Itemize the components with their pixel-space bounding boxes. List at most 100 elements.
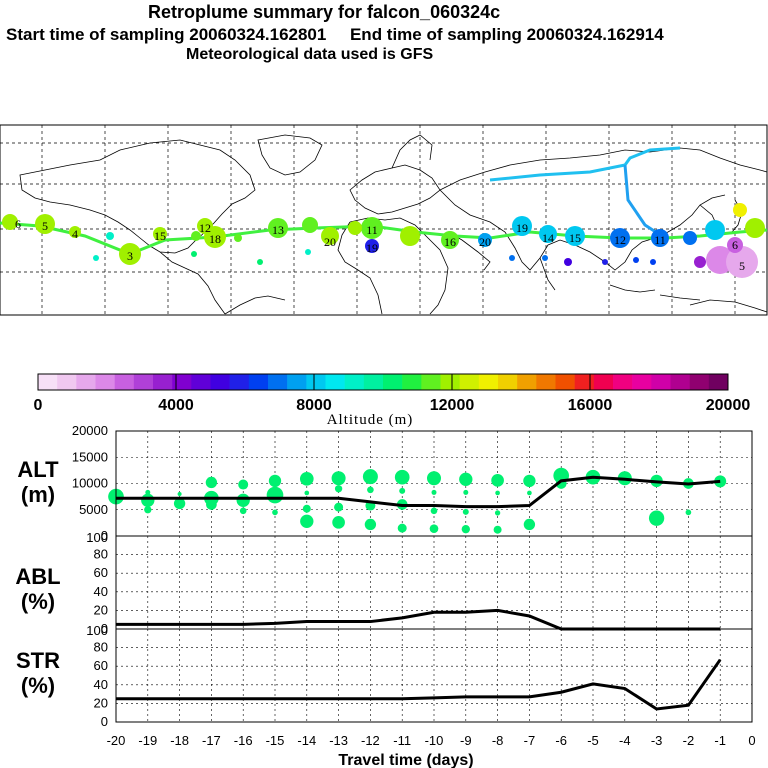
scatter-point — [364, 518, 377, 531]
scatter-point — [205, 476, 218, 489]
plume-marker — [191, 231, 201, 241]
plume-marker — [602, 259, 608, 265]
scatter-point — [648, 510, 665, 526]
colorbar-cell — [95, 374, 115, 390]
plume-marker — [268, 218, 288, 238]
colorbar-cell — [421, 374, 441, 390]
colorbar-cell — [689, 374, 710, 390]
scatter-point — [427, 471, 441, 486]
scatter-point — [462, 508, 469, 515]
chart-title: Retroplume summary for falcon_060324c — [148, 2, 501, 22]
panel-ylabel-name: ALT — [17, 457, 59, 482]
plume-marker — [542, 255, 548, 261]
colorbar-cell — [38, 374, 58, 390]
x-tick-label: -19 — [138, 733, 157, 748]
colorbar-cell — [172, 374, 192, 390]
map-day-label: 11 — [366, 223, 378, 237]
plume-marker — [733, 203, 747, 217]
scatter-point — [299, 471, 314, 486]
x-tick-label: 0 — [748, 733, 755, 748]
plume-marker — [348, 221, 362, 235]
colorbar-tick-label: 0 — [34, 397, 43, 414]
plume-marker — [727, 237, 743, 253]
colorbar-cell — [440, 374, 460, 390]
panel-ylabel-name: ABL — [15, 564, 60, 589]
x-tick-label: -6 — [555, 733, 567, 748]
colorbar-cell — [632, 374, 652, 390]
met-data-label: Meteorological data used is GFS — [186, 46, 434, 63]
y-tick-label: 10000 — [72, 476, 108, 491]
plume-marker — [93, 255, 99, 261]
y-tick-label: 60 — [94, 565, 108, 580]
map-day-label: 5 — [739, 259, 745, 273]
y-tick-label: 40 — [94, 584, 108, 599]
scatter-point — [144, 506, 152, 514]
colorbar-cell — [344, 374, 365, 390]
plume-marker — [565, 226, 585, 246]
map-day-label: 18 — [209, 232, 221, 246]
end-time-label: End time of sampling 20060324.162914 — [349, 25, 664, 44]
scatter-point — [493, 525, 502, 534]
scatter-point — [523, 518, 536, 531]
x-tick-label: -1 — [714, 733, 726, 748]
x-tick-label: -14 — [297, 733, 316, 748]
plume-marker — [745, 218, 765, 238]
colorbar-cell — [287, 374, 307, 390]
x-tick-label: -5 — [587, 733, 599, 748]
plume-marker — [694, 256, 706, 268]
scatter-point — [268, 474, 282, 488]
scatter-point — [236, 493, 250, 507]
plume-marker — [705, 220, 725, 240]
x-tick-label: -3 — [651, 733, 663, 748]
scatter-point — [304, 490, 310, 496]
scatter-point — [463, 489, 469, 495]
scatter-point — [173, 497, 186, 510]
colorbar-cell — [210, 374, 230, 390]
plume-marker — [257, 259, 263, 265]
scatter-point — [239, 507, 247, 515]
scatter-point — [332, 516, 345, 529]
colorbar-cell — [76, 374, 96, 390]
map-day-label: 16 — [444, 235, 456, 249]
scatter-point — [399, 487, 406, 494]
map-day-label: 15 — [154, 229, 166, 243]
y-tick-label: 0 — [101, 621, 108, 636]
plume-marker — [650, 259, 656, 265]
y-tick-label: 20 — [94, 602, 108, 617]
colorbar-cell — [708, 374, 729, 390]
scatter-point — [367, 486, 374, 494]
scatter-point — [302, 504, 311, 513]
colorbar-cell — [114, 374, 135, 390]
map-day-label: 20 — [324, 235, 336, 249]
y-tick-label: 0 — [101, 714, 108, 729]
x-tick-label: -8 — [492, 733, 504, 748]
colorbar-cell — [57, 374, 77, 390]
map-day-label: 5 — [42, 219, 48, 233]
plume-marker — [400, 226, 420, 246]
colorbar-cell — [191, 374, 211, 390]
colorbar-tick-label: 8000 — [296, 397, 332, 414]
panel-ylabel-name: STR — [16, 648, 60, 673]
plume-marker — [361, 217, 383, 239]
map-day-label: 11 — [654, 233, 666, 247]
x-tick-label: -4 — [619, 733, 631, 748]
scatter-point — [461, 525, 470, 534]
colorbar-cell — [268, 374, 288, 390]
panel-abl: 0 20 40 60 80 100 ABL(%) — [15, 530, 753, 636]
x-tick-label: -16 — [234, 733, 253, 748]
map-day-label: 13 — [272, 223, 284, 237]
map-day-label: 3 — [127, 249, 133, 263]
scatter-point — [331, 471, 346, 486]
scatter-point — [266, 486, 284, 504]
y-tick-label: 20000 — [72, 423, 108, 438]
plume-marker — [69, 226, 81, 238]
scatter-point — [334, 502, 344, 512]
scatter-point — [206, 499, 217, 510]
panel-ylabel-unit: (%) — [21, 589, 55, 614]
map-day-label: 19 — [516, 221, 528, 235]
map-day-label: 12 — [614, 233, 626, 247]
plume-marker — [610, 228, 630, 248]
altitude-colorbar: 0 4000 8000 12000 16000 20000 Altitude (m) — [34, 373, 750, 428]
